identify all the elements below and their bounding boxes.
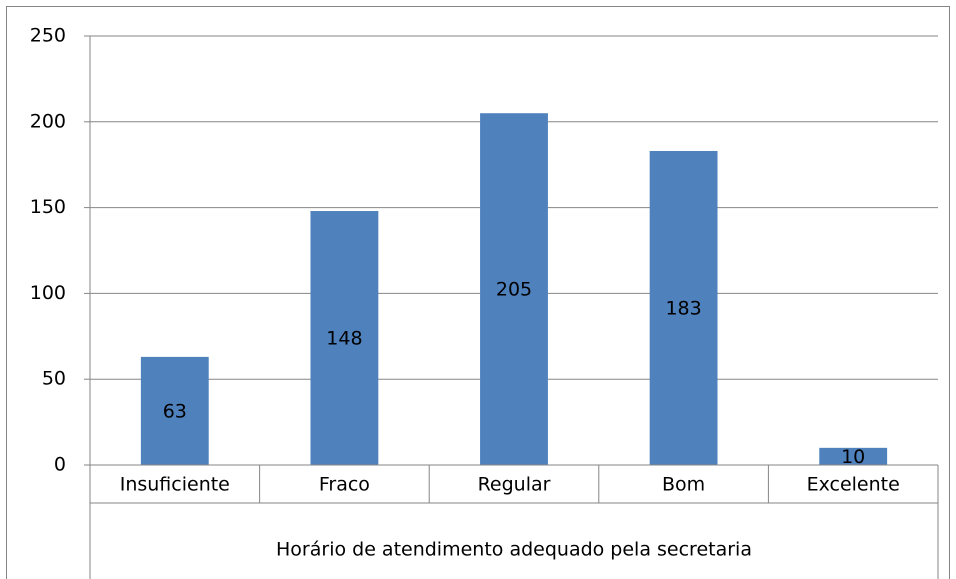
chart-border	[6, 6, 950, 579]
x-tick-label: Bom	[662, 474, 705, 496]
bar	[819, 447, 888, 465]
y-tick-label: 100	[30, 282, 66, 304]
x-axis-title: Horário de atendimento adequado pela sec…	[276, 539, 752, 561]
data-label: 183	[665, 297, 701, 319]
y-tick-label: 200	[30, 110, 66, 132]
x-tick-label: Regular	[478, 474, 551, 496]
x-tick-label: Fraco	[319, 474, 370, 496]
y-tick-label: 150	[30, 196, 66, 218]
data-label: 10	[841, 446, 865, 468]
bar	[140, 356, 209, 465]
bar	[480, 113, 548, 465]
data-label: 205	[496, 279, 532, 301]
data-label: 63	[163, 400, 187, 422]
bar	[649, 150, 718, 466]
y-tick-label: 50	[42, 368, 66, 390]
y-tick-label: 250	[30, 25, 66, 47]
x-tick-label: Insuficiente	[120, 474, 230, 496]
bar	[310, 211, 379, 465]
y-tick-label: 0	[54, 454, 66, 476]
x-tick-label: Excelente	[807, 474, 900, 496]
data-label: 148	[326, 328, 362, 350]
